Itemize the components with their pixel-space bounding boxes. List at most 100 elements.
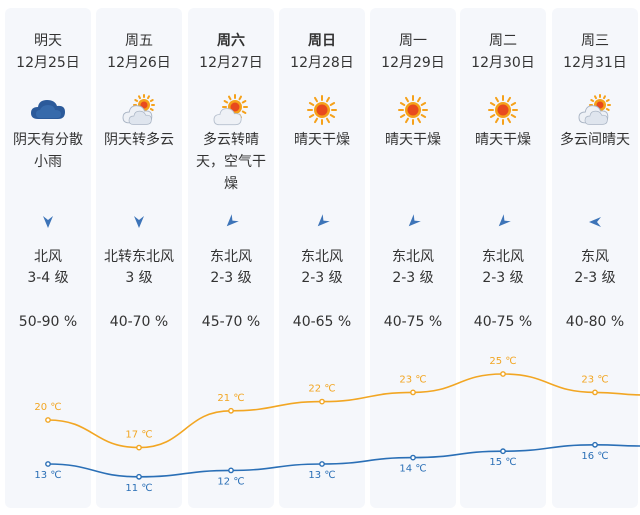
- low-temperature-line: [47, 443, 640, 478]
- low-temperature-point: [136, 473, 142, 480]
- day-name: 明天: [34, 33, 62, 49]
- humidity: 45-70 %: [201, 314, 261, 330]
- arrow-down-icon: [43, 216, 53, 228]
- day-name: 周日: [308, 33, 336, 49]
- low-temperature-label: 12 ℃: [217, 476, 244, 487]
- forecast-day-column: 周二 12月30日 晴天干燥 东北风 2-3 级 40-75 %: [460, 8, 546, 508]
- wind-icon-wrap: [5, 213, 91, 233]
- wind-direction: 东风: [581, 249, 609, 265]
- weather-description: 晴天干燥: [475, 132, 531, 148]
- day-date: 12月26日: [107, 55, 171, 71]
- wind-direction: 东北风: [482, 249, 524, 265]
- low-temperature-label: 15 ℃: [489, 457, 516, 468]
- partly-sunny-icon: [213, 94, 248, 126]
- weather-icon-wrap: [96, 93, 182, 129]
- humidity: 40-70 %: [109, 314, 169, 330]
- high-temperature-label: 23 ℃: [399, 374, 426, 385]
- day-date: 12月30日: [471, 55, 535, 71]
- low-temperature-point: [500, 448, 506, 455]
- high-temperature-line: [47, 373, 640, 449]
- humidity: 40-75 %: [473, 314, 533, 330]
- high-temperature-label: 23 ℃: [581, 374, 608, 385]
- low-temperature-label: 14 ℃: [399, 464, 426, 475]
- low-temperature-point: [319, 461, 325, 467]
- weather-icon-wrap: [279, 93, 365, 129]
- weather-icon-wrap: [370, 93, 456, 129]
- wind-level: 2-3 级: [574, 270, 616, 286]
- low-temperature-point: [228, 467, 234, 474]
- wind-level: 3 级: [125, 270, 153, 286]
- weather-description: 多云间晴天: [560, 132, 630, 148]
- day-date: 12月31日: [563, 55, 627, 71]
- weather-icon-wrap: [5, 93, 91, 129]
- day-date: 12月29日: [381, 55, 445, 71]
- day-date: 12月25日: [16, 55, 80, 71]
- humidity: 40-65 %: [292, 314, 352, 330]
- low-temperature-label: 11 ℃: [125, 483, 152, 494]
- forecast-day-column: 周五 12月26日 阴天转多云 北转东北风 3 级 40-70 %: [96, 8, 182, 508]
- wind-icon-wrap: [188, 213, 274, 233]
- humidity: 40-80 %: [565, 314, 625, 330]
- weather-description: 晴天干燥: [294, 132, 350, 148]
- high-temperature-label: 25 ℃: [489, 356, 516, 367]
- arrow-southwest-icon: [498, 214, 511, 227]
- cloud-rain-icon: [31, 100, 65, 119]
- low-temperature-point: [45, 461, 51, 467]
- day-name: 周二: [489, 33, 517, 49]
- sun-behind-cloud-icon: [122, 94, 155, 125]
- high-temperature-point: [136, 444, 142, 451]
- arrow-southwest-icon: [408, 214, 421, 227]
- day-date: 12月27日: [199, 55, 263, 71]
- low-temperature-point: [410, 454, 416, 461]
- wind-icon-wrap: [460, 213, 546, 233]
- wind-direction: 北风: [34, 249, 62, 265]
- wind-level: 2-3 级: [482, 270, 524, 286]
- arrow-southwest-icon: [317, 214, 330, 227]
- high-temperature-label: 22 ℃: [308, 384, 335, 395]
- arrow-down-icon: [134, 216, 144, 228]
- low-temperature-label: 13 ℃: [308, 470, 335, 481]
- arrow-southwest-icon: [226, 214, 239, 227]
- high-temperature-label: 21 ℃: [217, 393, 244, 404]
- day-name: 周一: [399, 33, 427, 49]
- wind-icon-wrap: [552, 213, 638, 233]
- wind-icon-wrap: [370, 213, 456, 233]
- forecast-day-column: 周日 12月28日 晴天干燥 东北风 2-3 级 40-65 %: [279, 8, 365, 508]
- high-temperature-point: [228, 407, 234, 414]
- weather-icon-wrap: [460, 93, 546, 129]
- high-temperature-point: [410, 389, 416, 396]
- sun-icon: [488, 95, 518, 125]
- humidity: 50-90 %: [18, 314, 78, 330]
- sun-behind-cloud-icon: [578, 94, 611, 125]
- wind-level: 3-4 级: [27, 270, 69, 286]
- day-name: 周六: [217, 33, 245, 49]
- weather-description: 晴天干燥: [385, 132, 441, 148]
- arrow-west-icon: [589, 217, 601, 227]
- forecast-day-column: 明天 12月25日 阴天有分散小雨 北风 3-4 级 50-90 %: [5, 8, 91, 508]
- wind-direction: 东北风: [301, 249, 343, 265]
- day-name: 周五: [125, 33, 153, 49]
- high-temperature-point: [592, 389, 598, 396]
- wind-level: 2-3 级: [301, 270, 343, 286]
- day-name: 周三: [581, 33, 609, 49]
- forecast-day-column: 周一 12月29日 晴天干燥 东北风 2-3 级 40-75 %: [370, 8, 456, 508]
- wind-icon-wrap: [279, 213, 365, 233]
- weather-icon-wrap: [552, 93, 638, 129]
- wind-level: 2-3 级: [392, 270, 434, 286]
- low-temperature-label: 16 ℃: [581, 451, 608, 462]
- humidity: 40-75 %: [383, 314, 443, 330]
- high-temperature-point: [319, 398, 325, 405]
- high-temperature-label: 20 ℃: [34, 402, 61, 413]
- low-temperature-point: [592, 441, 598, 448]
- high-temperature-label: 17 ℃: [125, 430, 152, 441]
- high-temperature-point: [45, 417, 51, 423]
- low-temperature-label: 13 ℃: [34, 470, 61, 481]
- weather-description: 阴天有分散小雨: [13, 132, 83, 170]
- wind-direction: 东北风: [392, 249, 434, 265]
- sun-icon: [398, 95, 428, 125]
- weather-icon-wrap: [188, 93, 274, 129]
- weather-description: 多云转晴天，空气干燥: [196, 132, 266, 192]
- weather-description: 阴天转多云: [104, 132, 174, 148]
